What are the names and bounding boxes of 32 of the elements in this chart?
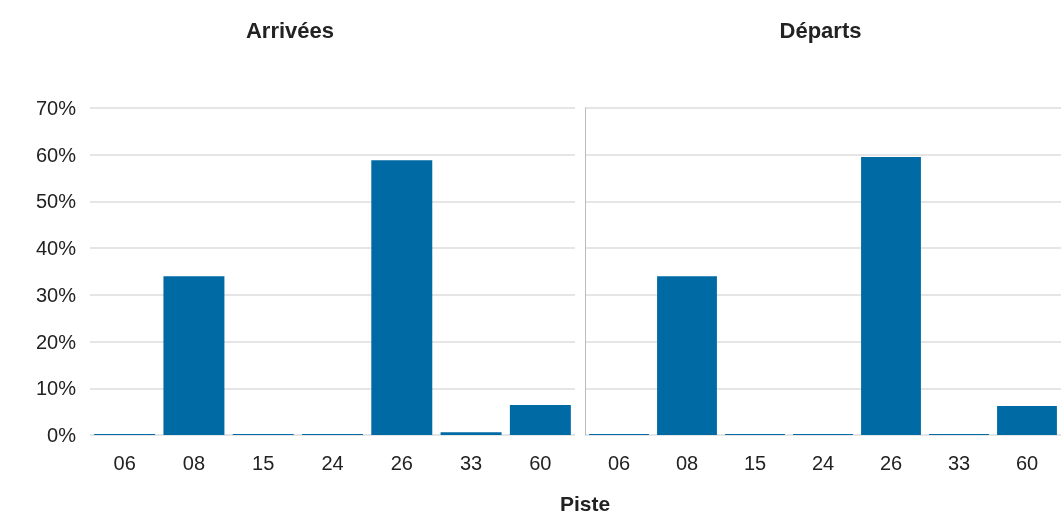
y-tick-label: 0% xyxy=(47,424,77,446)
bar xyxy=(657,276,717,435)
x-tick-label: 24 xyxy=(811,452,835,474)
bar xyxy=(509,405,571,435)
y-tick-label: 70% xyxy=(35,97,77,119)
x-tick-label: 08 xyxy=(182,452,206,474)
y-tick-label: 30% xyxy=(35,283,77,306)
y-tick-label: 50% xyxy=(35,190,77,213)
chart-title: Arrivées xyxy=(245,17,335,43)
x-tick-label: 33 xyxy=(947,452,971,474)
x-tick-label: 24 xyxy=(321,452,344,474)
x-tick-label: 26 xyxy=(879,452,903,474)
bar xyxy=(440,432,502,435)
bar xyxy=(997,406,1057,435)
y-tick-label: 10% xyxy=(35,377,77,400)
y-tick-label: 20% xyxy=(35,330,77,353)
y-tick-label: 40% xyxy=(35,237,77,260)
x-tick-label: 08 xyxy=(675,452,699,474)
x-tick-label: 06 xyxy=(607,452,631,474)
x-tick-label: 15 xyxy=(743,452,767,474)
x-tick-label: 06 xyxy=(113,452,136,474)
bar xyxy=(371,160,433,435)
x-tick-label: 33 xyxy=(459,452,483,474)
x-tick-label: 26 xyxy=(390,452,413,474)
bar xyxy=(163,276,225,435)
x-tick-label: 60 xyxy=(529,452,552,474)
x-tick-label: 60 xyxy=(1015,452,1039,474)
x-tick-label: 15 xyxy=(252,452,275,474)
chart-title: Départs xyxy=(779,17,862,43)
y-tick-label: 60% xyxy=(35,143,77,166)
bar xyxy=(861,157,921,435)
x-axis-title: Piste xyxy=(559,492,611,516)
